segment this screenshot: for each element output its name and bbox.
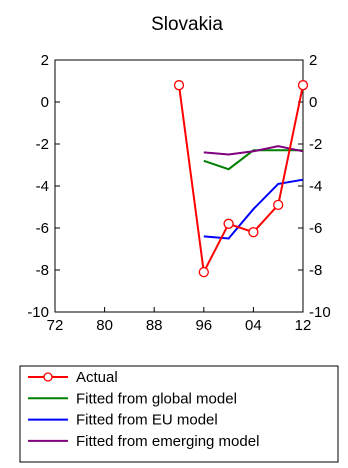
data-point <box>297 80 309 91</box>
y-tick-label-left: 2 <box>41 52 49 69</box>
y-tick-label-left: -2 <box>36 136 49 153</box>
chart-title: Slovakia <box>151 14 223 35</box>
y-tick-label-right: -2 <box>309 136 322 153</box>
data-point <box>248 227 259 238</box>
data-point <box>273 199 284 211</box>
data-point <box>198 266 209 278</box>
data-point <box>223 218 234 229</box>
y-tick-label-right: -6 <box>309 220 322 237</box>
legend-label: Fitted from global model <box>76 390 237 407</box>
plot-frame <box>54 59 304 313</box>
y-tick-label-right: -4 <box>309 178 322 195</box>
legend-marker <box>43 372 53 382</box>
legend-box <box>19 365 339 463</box>
y-tick-label-left: -6 <box>36 220 49 237</box>
legend: Actual Fitted from global model Fitted fro… <box>19 365 339 463</box>
x-tick-label: 04 <box>245 317 262 334</box>
legend-label: Fitted from EU model <box>76 412 218 429</box>
y-tick-label-right: -8 <box>309 262 322 279</box>
y-tick-label-right: 2 <box>309 52 317 69</box>
x-tick-label: 80 <box>96 317 113 334</box>
series-line <box>203 145 304 156</box>
x-tick-label: 12 <box>295 317 312 334</box>
y-tick-label-left: 0 <box>41 94 49 111</box>
x-tick-label: 72 <box>47 317 64 334</box>
y-tick-label-right: -10 <box>309 304 331 321</box>
legend-label: Fitted from emerging model <box>76 433 259 450</box>
y-tick-label-right: 0 <box>309 94 317 111</box>
y-tick-label-left: -4 <box>36 178 49 195</box>
y-tick-label-left: -8 <box>36 262 49 279</box>
data-point <box>173 80 185 91</box>
legend-label: Actual <box>76 369 118 386</box>
y-tick-label-left: -10 <box>27 304 49 321</box>
x-tick-label: 96 <box>195 317 212 334</box>
series-line <box>178 84 304 276</box>
x-tick-label: 88 <box>146 317 163 334</box>
